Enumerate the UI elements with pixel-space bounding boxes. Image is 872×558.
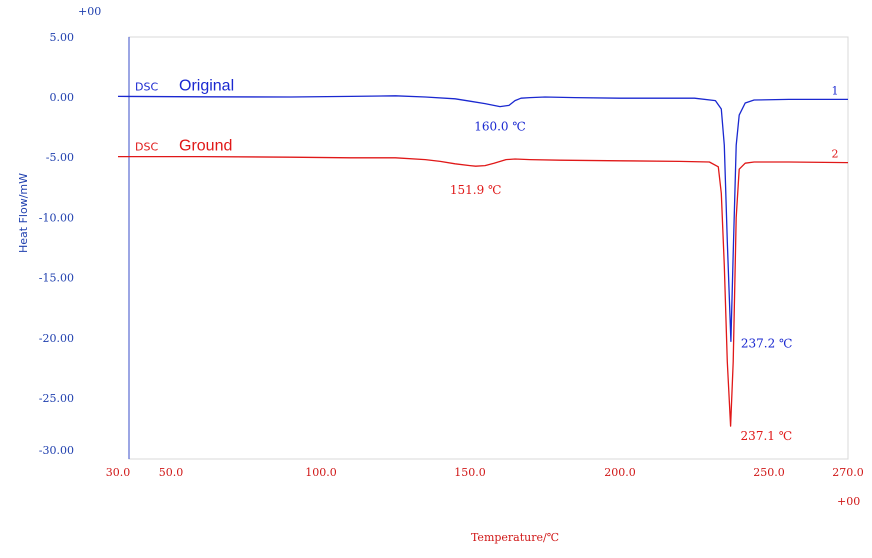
x-axis-title: Temperature/℃: [471, 531, 559, 544]
series-prefix-label: DSC: [135, 80, 158, 93]
x-exponent-label: +00: [837, 495, 860, 508]
y-tick-label: -5.00: [46, 151, 74, 164]
x-tick-label: 270.0: [832, 466, 864, 479]
series-line-original: [117, 95, 848, 343]
series-prefix-label: DSC: [135, 141, 158, 154]
y-tick-label: -15.00: [39, 272, 74, 285]
y-tick-label: -25.00: [39, 392, 74, 405]
y-tick-label: 0.00: [50, 91, 75, 104]
x-tick-label: 100.0: [305, 466, 337, 479]
y-exponent-label: +00: [78, 5, 101, 18]
series-line-ground: [118, 155, 849, 427]
y-tick-label: -30.00: [39, 444, 74, 457]
x-tick-label: 200.0: [604, 466, 636, 479]
x-tick-label: 150.0: [454, 466, 486, 479]
series-name-label: Original: [179, 77, 234, 94]
curve-number-label: 1: [832, 84, 839, 97]
x-tick-label: 30.0: [106, 466, 131, 479]
peak-annotation: 160.0 ℃: [474, 120, 526, 134]
y-axis-title: Heat Flow/mW: [17, 173, 30, 253]
plot-frame: [128, 36, 849, 460]
peak-annotation: 151.9 ℃: [450, 183, 502, 197]
series-name-label: Ground: [179, 138, 232, 155]
curve-number-label: 2: [832, 148, 839, 161]
peak-annotation: 237.2 ℃: [741, 336, 793, 350]
x-tick-label: 50.0: [159, 466, 184, 479]
y-tick-label: -20.00: [39, 332, 74, 345]
peak-annotation: 237.1 ℃: [741, 429, 793, 443]
y-tick-label: 5.00: [50, 31, 75, 44]
x-tick-label: 250.0: [753, 466, 785, 479]
y-tick-label: -10.00: [39, 211, 74, 224]
